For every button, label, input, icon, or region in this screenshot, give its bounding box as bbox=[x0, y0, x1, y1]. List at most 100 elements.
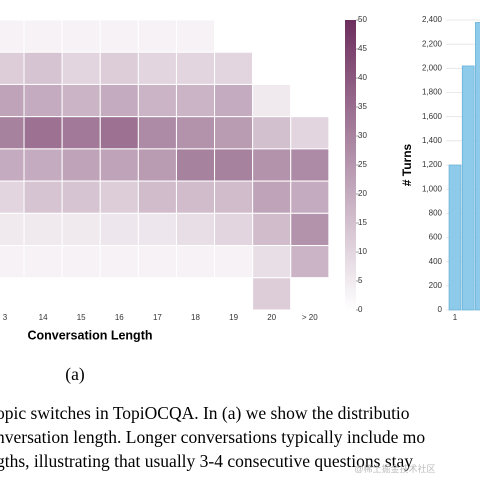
heatmap-cell bbox=[290, 277, 330, 311]
heatmap-cell bbox=[99, 83, 139, 118]
heatmap-cell bbox=[252, 277, 292, 311]
heatmap-cell bbox=[290, 116, 330, 150]
colorbar-tick-label: 35 bbox=[358, 102, 367, 111]
heatmap-cell bbox=[137, 212, 177, 247]
heatmap-cell bbox=[175, 212, 216, 247]
y-tick-label: 600 bbox=[429, 233, 443, 242]
bar bbox=[448, 164, 462, 311]
heatmap-cell bbox=[99, 180, 139, 214]
heatmap-cell bbox=[175, 245, 216, 279]
heatmap-cell bbox=[252, 83, 292, 118]
subfigure-label: (a) bbox=[65, 364, 85, 384]
caption-line: nversation length. Longer conversations … bbox=[0, 427, 425, 447]
heatmap-cell bbox=[175, 19, 216, 53]
heatmap-cell bbox=[0, 83, 25, 118]
heatmap-cell bbox=[214, 116, 254, 150]
heatmap-cell bbox=[252, 180, 292, 214]
heatmap-cell bbox=[214, 83, 254, 118]
heatmap-cell bbox=[214, 19, 254, 53]
heatmap-cell bbox=[290, 212, 330, 247]
heatmap-cell bbox=[0, 212, 25, 247]
heatmap-cell bbox=[290, 19, 330, 53]
heatmap-cell bbox=[137, 245, 177, 279]
colorbar-tick-label: 40 bbox=[358, 73, 367, 82]
x-tick-label: 18 bbox=[191, 313, 200, 322]
x-axis-title: Conversation Length bbox=[27, 328, 152, 342]
heatmap-cell bbox=[61, 116, 101, 150]
heatmap-cell bbox=[23, 51, 63, 85]
colorbar-tick-label: 20 bbox=[358, 189, 367, 198]
heatmap-cell bbox=[214, 180, 254, 214]
heatmap-cell bbox=[137, 83, 177, 118]
colorbar-tick-label: 30 bbox=[358, 131, 367, 140]
colorbar-tick-label: 15 bbox=[358, 218, 367, 227]
heatmap-cell bbox=[175, 148, 216, 182]
watermark: @稀土掘金技术社区 bbox=[354, 463, 435, 474]
heatmap-cell bbox=[61, 212, 101, 247]
heatmap-cell bbox=[252, 19, 292, 53]
x-tick-label: 17 bbox=[153, 313, 162, 322]
heatmap-cell bbox=[252, 148, 292, 182]
heatmap-cell bbox=[0, 51, 25, 85]
x-tick-label: 16 bbox=[115, 313, 124, 322]
heatmap-cell bbox=[61, 51, 101, 85]
y-tick-label: 1,400 bbox=[422, 136, 443, 145]
y-tick-label: 1,200 bbox=[422, 160, 443, 169]
heatmap-cell bbox=[214, 148, 254, 182]
heatmap-cell bbox=[137, 116, 177, 150]
colorbar-tick-label: 0 bbox=[358, 305, 363, 314]
x-tick-label: 1 bbox=[453, 313, 458, 322]
colorbar-tick-label: 50 bbox=[358, 15, 367, 24]
heatmap-cell bbox=[137, 180, 177, 214]
heatmap-cell bbox=[214, 212, 254, 247]
x-tick-label: 15 bbox=[77, 313, 86, 322]
y-tick-label: 2,400 bbox=[422, 15, 443, 24]
heatmap-cell bbox=[23, 116, 63, 150]
y-tick-label: 400 bbox=[429, 257, 443, 266]
heatmap-cell bbox=[23, 180, 63, 214]
heatmap-cell bbox=[99, 116, 139, 150]
heatmap-cell bbox=[290, 51, 330, 85]
heatmap-cell bbox=[99, 212, 139, 247]
colorbar bbox=[345, 20, 356, 310]
heatmap-cell bbox=[175, 83, 216, 118]
bar bbox=[475, 22, 480, 311]
heatmap-cell bbox=[252, 212, 292, 247]
caption-line: opic switches in TopiOCQA. In (a) we sho… bbox=[0, 403, 410, 423]
heatmap-cell bbox=[0, 245, 25, 279]
heatmap-cell bbox=[137, 19, 177, 53]
x-tick-label: 20 bbox=[267, 313, 276, 322]
y-axis-title: # Turns bbox=[400, 143, 414, 186]
heatmap-cell bbox=[61, 148, 101, 182]
heatmap-cell bbox=[175, 277, 216, 311]
heatmap-cell bbox=[252, 51, 292, 85]
heatmap-cell bbox=[61, 245, 101, 279]
heatmap-cell bbox=[290, 180, 330, 214]
heatmap-cell bbox=[0, 180, 25, 214]
y-tick-label: 200 bbox=[429, 281, 443, 290]
heatmap-cell bbox=[175, 180, 216, 214]
heatmap-cell bbox=[61, 277, 101, 311]
y-tick-label: 0 bbox=[438, 305, 443, 314]
colorbar-tick-label: 10 bbox=[358, 247, 367, 256]
heatmap-cell bbox=[23, 212, 63, 247]
heatmap-cell bbox=[290, 245, 330, 279]
heatmap-cell bbox=[23, 148, 63, 182]
heatmap-cell bbox=[61, 180, 101, 214]
heatmap-cell bbox=[23, 245, 63, 279]
heatmap-cell bbox=[137, 277, 177, 311]
caption-line: gths, illustrating that usually 3-4 cons… bbox=[0, 451, 413, 471]
heatmap-cell bbox=[290, 83, 330, 118]
heatmap-cell bbox=[214, 277, 254, 311]
heatmap-cell bbox=[99, 19, 139, 53]
heatmap-cell bbox=[0, 19, 25, 53]
heatmap-cell bbox=[23, 19, 63, 53]
colorbar-tick-label: 45 bbox=[358, 44, 367, 53]
x-tick-label: 14 bbox=[39, 313, 48, 322]
y-tick-label: 800 bbox=[429, 208, 443, 217]
heatmap-cell bbox=[214, 51, 254, 85]
heatmap-cell bbox=[99, 148, 139, 182]
heatmap-cell bbox=[0, 116, 25, 150]
heatmap-cell bbox=[99, 245, 139, 279]
